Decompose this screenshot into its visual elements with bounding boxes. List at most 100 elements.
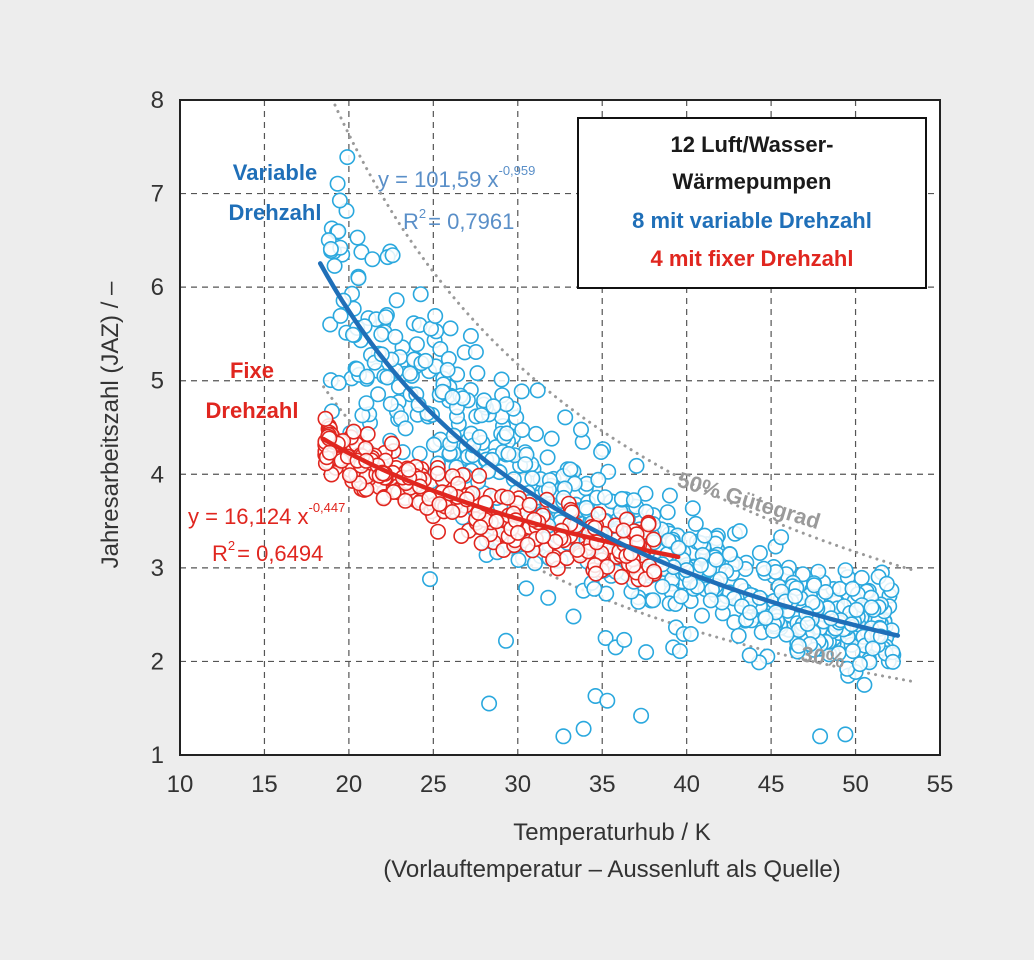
- scatter-point-variable: [329, 175, 346, 192]
- scatter-point-variable: [757, 610, 774, 627]
- scatter-point-variable: [481, 695, 498, 712]
- x-tick-labels: 10 15 20 25 30 35 40 45 50 55: [167, 771, 954, 798]
- scatter-point-fixed: [590, 506, 607, 523]
- scatter-point-variable: [590, 471, 607, 488]
- scatter-point-fixed: [473, 535, 490, 552]
- y-tick-label: 8: [151, 87, 164, 114]
- scatter-point-variable: [673, 588, 690, 605]
- legend-line-2: Wärmepumpen: [673, 169, 832, 194]
- scatter-point-variable: [693, 607, 710, 624]
- scatter-point-fixed: [400, 461, 417, 478]
- scatter-point-fixed: [519, 536, 536, 553]
- fit-curves: [317, 261, 901, 638]
- scatter-point-variable: [721, 546, 738, 563]
- scatter-point-variable: [812, 728, 829, 745]
- scatter-point-variable: [878, 575, 895, 592]
- fixed-r2: R2= 0,6494: [212, 538, 323, 566]
- scatter-point-variable: [493, 371, 510, 388]
- reference-curve-0: [331, 100, 917, 573]
- scatter-point-fixed: [359, 426, 376, 443]
- scatter-point-variable: [790, 637, 807, 654]
- x-tick-label: 20: [336, 771, 363, 798]
- scatter-point-variable: [837, 562, 854, 579]
- scatter-point-variable: [401, 365, 418, 382]
- scatter-point-variable: [500, 445, 517, 462]
- scatter-point-variable: [625, 492, 642, 509]
- scatter-point-variable: [633, 707, 650, 724]
- scatter-point-fixed: [375, 490, 392, 507]
- scatter-point-fixed: [521, 496, 538, 513]
- x-tick-label: 40: [673, 771, 700, 798]
- scatter-point-variable: [411, 445, 428, 462]
- variable-equation: y = 101,59 x-0,959: [378, 163, 535, 192]
- variable-r2-exponent: 2: [419, 206, 426, 221]
- scatter-point-variable: [322, 316, 339, 333]
- scatter-point-variable: [417, 352, 434, 369]
- scatter-point-variable: [529, 382, 546, 399]
- scatter-point-variable: [498, 396, 515, 413]
- scatter-point-variable: [344, 326, 361, 343]
- scatter-point-variable: [526, 555, 543, 572]
- scatter-point-variable: [799, 615, 816, 632]
- scatter-point-variable: [773, 529, 790, 546]
- scatter-point-variable: [682, 625, 699, 642]
- scatter-point-variable: [741, 604, 758, 621]
- scatter-point-variable: [384, 247, 401, 264]
- scatter-point-variable: [731, 523, 748, 540]
- scatter-point-variable: [439, 361, 456, 378]
- fixed-r2-value: = 0,6494: [237, 541, 323, 566]
- scatter-point-variable: [684, 500, 701, 517]
- scatter-point-fixed: [444, 503, 461, 520]
- variable-equation-exponent: -0,959: [498, 163, 535, 178]
- scatter-point-variable: [593, 443, 610, 460]
- scatter-point-variable: [421, 571, 438, 588]
- scatter-point-variable: [518, 580, 535, 597]
- scatter-point-variable: [427, 307, 444, 324]
- scatter-point-variable: [473, 407, 490, 424]
- x-tick-label: 30: [504, 771, 531, 798]
- scatter-point-variable: [863, 599, 880, 616]
- scatter-point-fixed: [640, 516, 657, 533]
- scatter-point-variable: [586, 580, 603, 597]
- scatter-point-variable: [692, 557, 709, 574]
- scatter-point-variable: [702, 592, 719, 609]
- scatter-point-variable: [471, 429, 488, 446]
- y-tick-label: 1: [151, 742, 164, 769]
- scatter-point-variable: [755, 560, 772, 577]
- scatter-point-variable: [654, 578, 671, 595]
- scatter-point-variable: [730, 627, 747, 644]
- y-tick-label: 7: [151, 181, 164, 208]
- x-axis-title: Temperaturhub / K: [513, 819, 710, 846]
- scatter-point-variable: [364, 251, 381, 268]
- scatter-point-variable: [856, 676, 873, 693]
- legend-line-1: 12 Luft/Wasser-: [670, 132, 833, 157]
- scatter-point-variable: [331, 192, 348, 209]
- scatter-point-variable: [578, 499, 595, 516]
- scatter-point-variable: [557, 409, 574, 426]
- scatter-point-variable: [370, 386, 387, 403]
- scatter-point-variable: [806, 577, 823, 594]
- y-tick-label: 4: [151, 461, 164, 488]
- scatter-point-variable: [382, 395, 399, 412]
- scatter-point-variable: [671, 643, 688, 660]
- scatter-point-fixed: [488, 513, 505, 530]
- scatter-point-variable: [497, 632, 514, 649]
- variable-label-line-2: Drehzahl: [229, 200, 322, 225]
- scatter-point-variable: [412, 286, 429, 303]
- scatter-point-variable: [373, 326, 390, 343]
- scatter-point-fixed: [453, 527, 470, 544]
- scatter-point-variable: [670, 539, 687, 556]
- scatter-point-fixed: [613, 568, 630, 585]
- fixed-label-line-2: Drehzahl: [206, 398, 299, 423]
- scatter-point-fixed: [509, 524, 526, 541]
- scatter-point-variable: [596, 489, 613, 506]
- scatter-point-variable: [330, 374, 347, 391]
- reference-curves: [322, 100, 917, 684]
- variable-r2: R2= 0,7961: [403, 206, 514, 234]
- scatter-point-variable: [332, 307, 349, 324]
- scatter-point-variable: [562, 461, 579, 478]
- scatter-point-variable: [597, 629, 614, 646]
- scatter-point-variable: [659, 504, 676, 521]
- fixed-equation-exponent: -0,447: [308, 500, 345, 515]
